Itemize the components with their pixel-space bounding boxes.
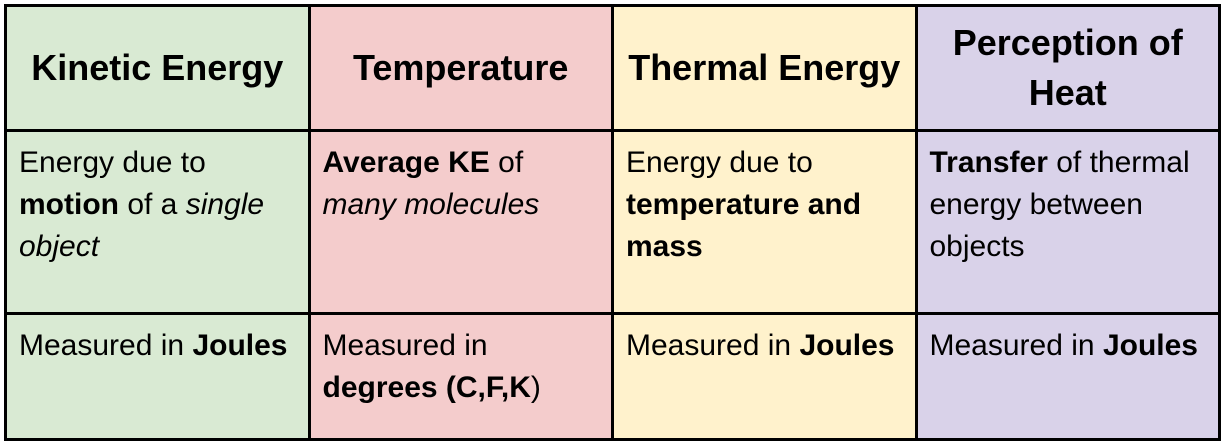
text-run: of thermal energy between objects (929, 146, 1190, 263)
table-cell: Energy due to temperature and mass (611, 129, 918, 315)
text-run: Joules (1102, 329, 1198, 362)
text-run: single object (19, 188, 265, 263)
column-header: Perception of Heat (914, 4, 1221, 132)
text-run: of (489, 146, 524, 179)
text-run: Average KE (322, 146, 490, 179)
text-run: motion (19, 188, 119, 221)
comparison-table: Kinetic Energy Temperature Thermal Energy P… (4, 4, 1221, 441)
text-run: Measured in (19, 329, 193, 362)
table-cell: Average KE of many molecules (307, 129, 614, 315)
column-header: Thermal Energy (611, 4, 918, 132)
column-header: Kinetic Energy (4, 4, 311, 132)
text-run: Energy due to (19, 146, 206, 179)
column-header: Temperature (307, 4, 614, 132)
table-row: Measured in Joules Measured in degrees (C… (4, 312, 1221, 441)
header-row: Kinetic Energy Temperature Thermal Energy P… (4, 4, 1221, 132)
table-cell: Transfer of thermal energy between objec… (914, 129, 1221, 315)
text-run: Energy due to (626, 146, 813, 179)
table-body: Energy due to motion of a single object A… (4, 129, 1221, 441)
table-row: Energy due to motion of a single object A… (4, 129, 1221, 315)
text-run: ) (530, 371, 541, 404)
text-run: Measured in (322, 329, 488, 362)
text-run: many molecules (322, 188, 540, 221)
text-run: Joules (799, 329, 895, 362)
table-cell: Measured in degrees (C,F,K) (307, 312, 614, 441)
table-cell: Measured in Joules (914, 312, 1221, 441)
text-run: degrees (C,F,K (322, 371, 531, 404)
text-run: Measured in (626, 329, 800, 362)
table-cell: Measured in Joules (4, 312, 311, 441)
table-cell: Measured in Joules (611, 312, 918, 441)
text-run: of a (118, 188, 186, 221)
text-run: Measured in (929, 329, 1103, 362)
text-run: Joules (192, 329, 288, 362)
text-run: temperature and mass (626, 188, 862, 263)
text-run: Transfer (929, 146, 1048, 179)
table-cell: Energy due to motion of a single object (4, 129, 311, 315)
